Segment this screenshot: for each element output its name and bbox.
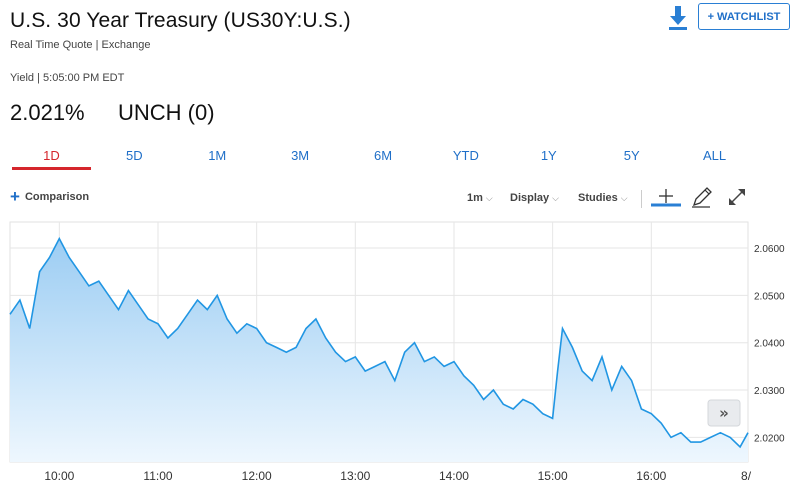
scroll-forward-button[interactable]: »	[707, 399, 741, 427]
price-line	[9, 236, 749, 449]
chevron-down-icon: ⌵	[620, 193, 628, 203]
tab-3m[interactable]: 3M	[291, 148, 310, 163]
comparison-label: Comparison	[24, 191, 90, 203]
interval-dropdown[interactable]: 1m ⌵	[467, 192, 493, 204]
download-icon[interactable]	[664, 4, 692, 32]
tab-all[interactable]: ALL	[703, 148, 727, 163]
quote-source: Real Time Quote | Exchange	[10, 39, 151, 51]
tab-6m[interactable]: 6M	[373, 148, 393, 163]
y-tick-label: 2.0600	[754, 244, 785, 255]
crosshair-icon[interactable]	[650, 186, 682, 210]
y-tick-label: 2.0300	[754, 386, 785, 397]
yield-timestamp: Yield | 5:05:00 PM EDT	[10, 72, 125, 84]
plus-icon: +	[10, 187, 20, 206]
interval-label: 1m	[467, 192, 483, 204]
toolbar-divider	[641, 190, 642, 208]
pencil-icon[interactable]	[688, 186, 716, 210]
x-tick-label: 16:00	[636, 469, 666, 483]
tab-ytd[interactable]: YTD	[452, 148, 479, 163]
studies-label: Studies	[578, 192, 618, 204]
x-tick-label: 13:00	[340, 469, 370, 483]
expand-icon[interactable]	[724, 186, 752, 210]
chart-toolbar: + Comparison 1m ⌵ Display ⌵ Studies ⌵	[0, 186, 800, 210]
tab-1y[interactable]: 1Y	[540, 148, 557, 163]
double-chevron-right-icon: »	[719, 404, 729, 422]
y-tick-label: 2.0400	[754, 339, 785, 350]
comparison-button[interactable]: + Comparison	[10, 187, 90, 206]
chevron-down-icon: ⌵	[485, 193, 493, 203]
x-tick-label: 11:00	[143, 469, 172, 483]
price-change: UNCH (0)	[118, 100, 215, 125]
page-title: U.S. 30 Year Treasury (US30Y:U.S.)	[10, 9, 351, 32]
chevron-down-icon: ⌵	[552, 193, 559, 203]
y-tick-label: 2.0500	[754, 291, 785, 302]
studies-dropdown[interactable]: Studies ⌵	[578, 192, 628, 204]
last-price: 2.021%	[10, 100, 85, 125]
tab-1d[interactable]: 1D	[10, 146, 93, 170]
time-range-tabs: 1D 5D 1M 3M 6M YTD 1Y 5Y ALL	[10, 146, 756, 170]
display-label: Display	[510, 192, 550, 204]
x-tick-label: 14:00	[439, 469, 469, 483]
price-area	[10, 238, 748, 462]
add-to-watchlist-button[interactable]: + WATCHLIST	[698, 3, 790, 30]
x-tick-label: 8/	[741, 469, 752, 483]
price-chart[interactable]: 2.0600 2.0500 2.0400 2.0300 2.0200 10:00 11:0…	[0, 218, 800, 491]
x-tick-label: 10:00	[44, 469, 74, 483]
tab-1m[interactable]: 1M	[208, 148, 227, 163]
display-dropdown[interactable]: Display ⌵	[510, 192, 559, 204]
tab-5d[interactable]: 5D	[126, 148, 143, 163]
y-tick-label: 2.0200	[754, 433, 785, 444]
tab-5y[interactable]: 5Y	[623, 148, 640, 163]
x-tick-label: 12:00	[242, 469, 272, 483]
x-tick-label: 15:00	[538, 469, 568, 483]
